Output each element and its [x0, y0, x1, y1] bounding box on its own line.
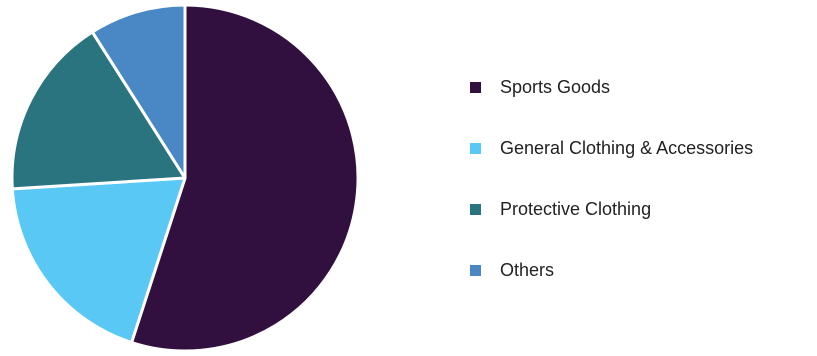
pie-slice-protective-clothing	[10, 30, 187, 191]
pie-chart	[10, 3, 360, 353]
pie-slice-general-clothing-accessories	[10, 176, 187, 345]
pie-slice-others	[90, 3, 187, 180]
legend: Sports Goods General Clothing & Accessor…	[470, 72, 753, 316]
legend-item-others: Others	[470, 255, 753, 285]
legend-swatch-sports-goods	[470, 81, 481, 93]
legend-swatch-others	[470, 264, 481, 276]
legend-item-sports-goods: Sports Goods	[470, 72, 753, 102]
legend-item-protective-clothing: Protective Clothing	[470, 194, 753, 224]
legend-swatch-general-clothing	[470, 142, 481, 154]
legend-label-others: Others	[500, 259, 555, 280]
pie-slices	[10, 3, 360, 353]
legend-swatch-protective-clothing	[470, 203, 481, 215]
pie-slice-sports-goods	[130, 3, 360, 353]
legend-item-general-clothing: General Clothing & Accessories	[470, 133, 753, 163]
legend-label-protective-clothing: Protective Clothing	[500, 198, 652, 219]
legend-label-general-clothing: General Clothing & Accessories	[500, 137, 754, 158]
legend-label-sports-goods: Sports Goods	[500, 76, 611, 97]
